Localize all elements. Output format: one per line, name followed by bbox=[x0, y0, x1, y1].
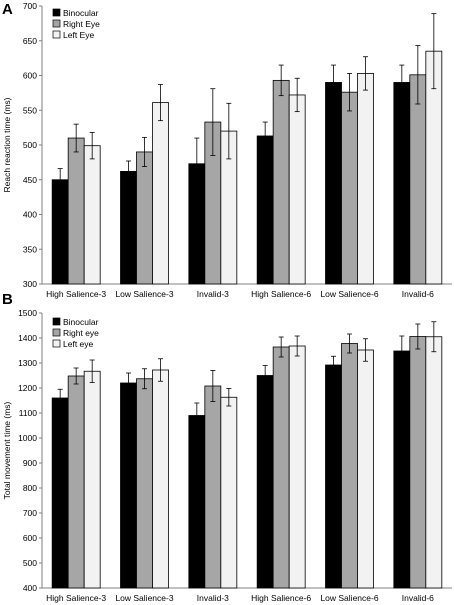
panel-a-y-tick-label: 350 bbox=[23, 244, 37, 254]
panel-b-y-axis-label: Total movement time (ms) bbox=[2, 401, 12, 499]
panel-a-bar bbox=[325, 82, 342, 285]
panel-b-y-tick-label: 1300 bbox=[18, 358, 37, 368]
panel-a-bar bbox=[120, 171, 137, 285]
panel-b-y-tick-label: 1100 bbox=[19, 408, 38, 418]
panel-b-y-tick-label: 400 bbox=[23, 583, 37, 593]
panel-b-x-tick-label: Low Salience-3 bbox=[115, 593, 173, 603]
panel-a-x-tick-label: Low Salience-6 bbox=[320, 289, 378, 299]
panel-a-bar bbox=[152, 102, 169, 285]
panel-a-y-axis-label: Reach reaction time (ms) bbox=[2, 97, 12, 192]
panel-a-x-tick-label: Invalid-6 bbox=[402, 289, 434, 299]
panel-b-legend-swatch bbox=[52, 328, 61, 337]
panel-a-x-tick-label: Low Salience-3 bbox=[115, 289, 173, 299]
panel-b-bar bbox=[152, 369, 169, 589]
panel-a-legend-swatch bbox=[52, 19, 61, 28]
panel-b-bar bbox=[67, 375, 85, 589]
panel-a-legend-entry: Right Eye bbox=[63, 19, 100, 29]
panel-a-legend-entry: Left Eye bbox=[63, 30, 94, 40]
panel-a-label: A bbox=[2, 1, 13, 18]
panel-b-bar bbox=[220, 396, 238, 589]
panel-b-bar bbox=[325, 364, 342, 589]
panel-b-y-tick-label: 1400 bbox=[18, 333, 37, 343]
panel-a-legend-entry: Binocular bbox=[63, 8, 99, 18]
panel-a-bar bbox=[288, 94, 306, 285]
panel-b-bar bbox=[357, 349, 374, 589]
panel-b-bar bbox=[256, 375, 274, 589]
panel-a-y-tick-label: 550 bbox=[23, 105, 37, 115]
panel-b-bar bbox=[341, 343, 358, 589]
panel-b-legend-entry: Left eye bbox=[63, 339, 94, 349]
panel-b-bar bbox=[204, 385, 222, 589]
panel-a-y-tick-label: 600 bbox=[23, 71, 37, 81]
panel-b-x-tick-label: Invalid-3 bbox=[197, 593, 229, 603]
panel-b-bar bbox=[272, 346, 290, 589]
panel-b-bar bbox=[51, 397, 69, 589]
panel-a-y-tick-label: 300 bbox=[23, 279, 37, 289]
panel-b-bar bbox=[393, 350, 411, 589]
panel-a-bar bbox=[393, 82, 411, 285]
panel-b-x-tick-label: Low Salience-6 bbox=[320, 593, 378, 603]
panel-a-x-tick-label: High Salience-3 bbox=[46, 289, 106, 299]
panel-b-x-tick-label: High Salience-6 bbox=[251, 593, 311, 603]
panel-a-bar bbox=[272, 79, 290, 285]
panel-a-bar bbox=[83, 145, 101, 285]
panel-b-x-tick-label: High Salience-3 bbox=[46, 593, 106, 603]
panel-b-bar bbox=[120, 382, 137, 589]
panel-a-y-tick-label: 450 bbox=[23, 175, 37, 185]
panel-b-legend-entry: Binocular bbox=[63, 317, 99, 327]
panel-b-y-tick-label: 900 bbox=[23, 458, 37, 468]
panel-a-legend-swatch bbox=[52, 30, 61, 39]
panel-a-x-tick-label: Invalid-3 bbox=[197, 289, 229, 299]
panel-a-y-tick-label: 700 bbox=[23, 1, 37, 11]
panel-a-bar bbox=[136, 151, 153, 285]
panel-b-label: B bbox=[2, 291, 13, 308]
panel-b-y-tick-label: 1000 bbox=[18, 433, 37, 443]
panel-a-bar bbox=[357, 73, 374, 285]
panel-b-bar bbox=[83, 370, 101, 589]
panel-b-legend-swatch bbox=[52, 339, 61, 348]
panel-a-bar bbox=[67, 137, 85, 285]
panel-a-y-tick-label: 400 bbox=[23, 210, 37, 220]
panel-a-legend-swatch bbox=[52, 8, 61, 17]
panel-b-legend-entry: Right eye bbox=[63, 328, 99, 338]
panel-b-y-tick-label: 600 bbox=[23, 533, 37, 543]
panel-b-x-tick-label: Invalid-6 bbox=[402, 593, 434, 603]
panel-a-bar bbox=[256, 135, 274, 285]
panel-a-x-tick-label: High Salience-6 bbox=[251, 289, 311, 299]
panel-b-y-tick-label: 800 bbox=[23, 483, 37, 493]
panel-a-bar bbox=[409, 74, 427, 285]
panel-b-bar bbox=[136, 378, 153, 589]
panel-b-y-tick-label: 1500 bbox=[18, 308, 37, 318]
panel-b-y-tick-label: 500 bbox=[23, 558, 37, 568]
panel-b-legend-swatch bbox=[52, 317, 61, 326]
panel-b-bar bbox=[188, 415, 206, 589]
panel-b-y-tick-label: 1200 bbox=[18, 383, 37, 393]
panel-a-y-tick-label: 650 bbox=[23, 36, 37, 46]
panel-b-y-tick-label: 700 bbox=[23, 508, 37, 518]
panel-a-bar bbox=[341, 91, 358, 285]
panel-b-bar bbox=[409, 336, 427, 589]
panel-a-bar bbox=[51, 179, 69, 285]
panel-b-bar bbox=[425, 336, 443, 589]
panel-a-y-tick-label: 500 bbox=[23, 140, 37, 150]
panel-b-bar bbox=[288, 345, 306, 589]
